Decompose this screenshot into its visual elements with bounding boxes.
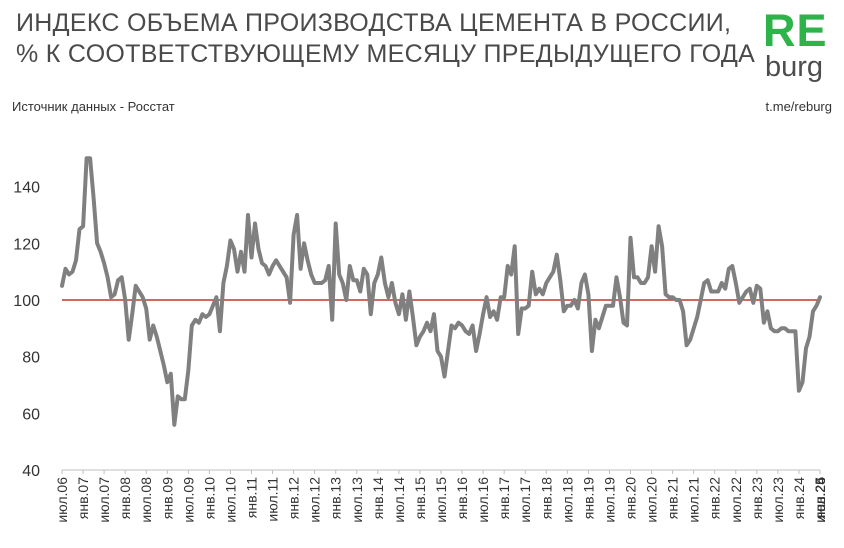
y-tick-label-60: 60 <box>22 406 40 423</box>
chart-title-line-1: ИНДЕКС ОБЪЕМА ПРОИЗВОДСТВА ЦЕМЕНТА В РОС… <box>16 9 732 37</box>
y-tick-label-100: 100 <box>13 293 40 310</box>
x-tick-label: янв.07 <box>75 477 91 519</box>
series-line <box>60 156 822 427</box>
logo-text-bottom: burg <box>765 51 824 83</box>
x-tick-label: янв.25 <box>812 477 828 519</box>
x-tick-label: июл.23 <box>770 477 786 523</box>
x-tick-label: июл.13 <box>349 477 365 523</box>
x-tick-label: янв.11 <box>244 477 260 518</box>
x-tick-label: янв.13 <box>328 477 344 519</box>
x-tick-label: июл.08 <box>138 477 154 523</box>
y-tick-label-40: 40 <box>22 463 40 480</box>
x-tick-label: июл.12 <box>307 477 323 523</box>
x-tick-label: июл.14 <box>391 477 407 523</box>
x-tick-label: июл.18 <box>559 477 575 523</box>
x-tick-label: янв.09 <box>159 477 175 519</box>
x-tick-label: янв.16 <box>454 477 470 519</box>
reburg-logo: RE burg <box>763 8 833 84</box>
x-tick-label: янв.12 <box>286 477 302 519</box>
x-tick-label: июл.22 <box>728 477 744 523</box>
x-tick-label: июл.17 <box>517 477 533 523</box>
x-tick-label: янв.08 <box>117 477 133 519</box>
x-tick-label: июл.16 <box>475 477 491 523</box>
x-tick-label: янв.20 <box>623 477 639 519</box>
x-tick-label: янв.24 <box>791 477 807 519</box>
x-tick-label: янв.15 <box>412 477 428 519</box>
x-tick-label: янв.14 <box>370 477 386 519</box>
x-tick-label: июл.20 <box>644 477 660 523</box>
channel-link[interactable]: t.me/reburg <box>765 99 832 114</box>
x-tick-label: янв.10 <box>201 477 217 519</box>
x-tick-label: июл.11 <box>265 477 281 522</box>
y-tick-label-80: 80 <box>22 350 40 367</box>
x-tick-label: июл.21 <box>686 477 702 523</box>
x-tick-label: янв.19 <box>580 477 596 519</box>
data-source-label: Источник данных - Росстат <box>12 99 175 114</box>
x-tick-label: июл.24 <box>812 477 828 523</box>
x-tick-label: июл.10 <box>222 477 238 523</box>
x-tick-label: июл.26 <box>812 477 828 523</box>
x-tick-label: янв.21 <box>665 477 681 519</box>
x-tick-label: янв.18 <box>538 477 554 519</box>
chart-title: ИНДЕКС ОБЪЕМА ПРОИЗВОДСТВА ЦЕМЕНТА В РОС… <box>16 8 756 70</box>
logo-text-top: RE <box>763 5 828 56</box>
chart-title-line-2: % К СООТВЕТСТВУЮЩЕМУ МЕСЯЦУ ПРЕДЫДУЩЕГО … <box>16 40 756 68</box>
x-tick-label: июл.06 <box>54 477 70 523</box>
x-tick-label: янв.23 <box>749 477 765 519</box>
x-tick-label: июл.19 <box>601 477 617 523</box>
x-tick-label: июл.25 <box>812 477 828 523</box>
x-tick-label: янв.22 <box>707 477 723 519</box>
x-tick-label: янв.26 <box>812 477 828 519</box>
x-tick-label: янв.17 <box>496 477 512 519</box>
x-tick-label: июл.07 <box>96 477 112 523</box>
y-tick-label-120: 120 <box>13 236 40 253</box>
y-tick-label-140: 140 <box>13 180 40 197</box>
x-tick-label: июл.15 <box>433 477 449 523</box>
x-tick-label: июл.09 <box>180 477 196 523</box>
